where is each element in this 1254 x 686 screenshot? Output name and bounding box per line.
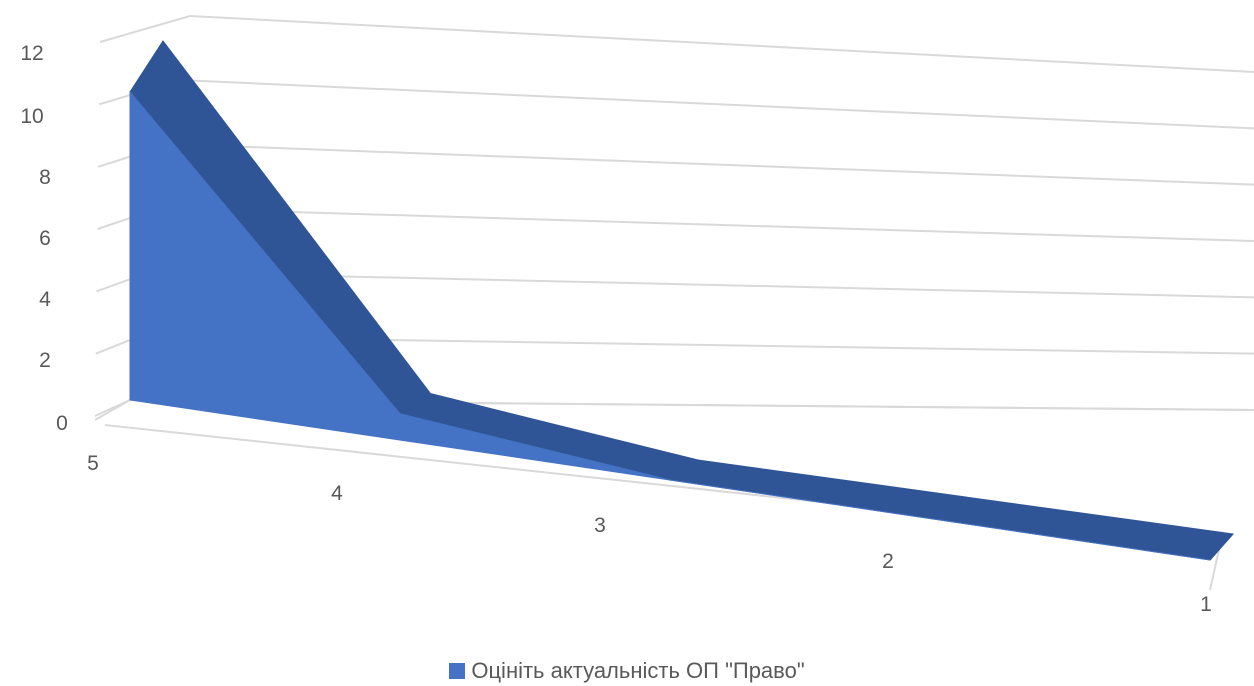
y-tick-label: 2 [39,349,51,372]
y-tick-label: 8 [39,166,51,189]
area-front-face [129,90,1211,561]
chart-plot: 0 2 4 6 8 10 12 5 4 3 2 1 [20,14,1254,616]
gridline [98,142,1254,186]
legend-label: Оцініть актуальність ОП "Право" [471,658,805,683]
x-tick-label: 1 [1200,593,1212,616]
area-end-face [1209,533,1234,561]
x-tick-label: 4 [331,482,343,505]
y-tick-label: 4 [39,288,51,311]
x-tick-label: 2 [882,550,894,573]
x-axis-ticks: 5 4 3 2 1 [87,452,1212,616]
y-tick-label: 0 [56,412,68,435]
y-tick-label: 6 [39,227,51,250]
y-tick-label: 12 [20,42,43,65]
gridline [98,78,1254,130]
x-tick-label: 5 [87,452,99,475]
gridline [99,14,1254,73]
area-series [129,40,1234,561]
y-axis-ticks: 0 2 4 6 8 10 12 [20,42,68,435]
area-top-face [938,496,1234,561]
legend-swatch [449,663,466,679]
floor-front-edge [104,424,1222,591]
y-tick-label: 10 [20,105,43,128]
legend: Оцініть актуальність ОП "Право" [0,658,1254,684]
x-tick-label: 3 [594,514,606,537]
